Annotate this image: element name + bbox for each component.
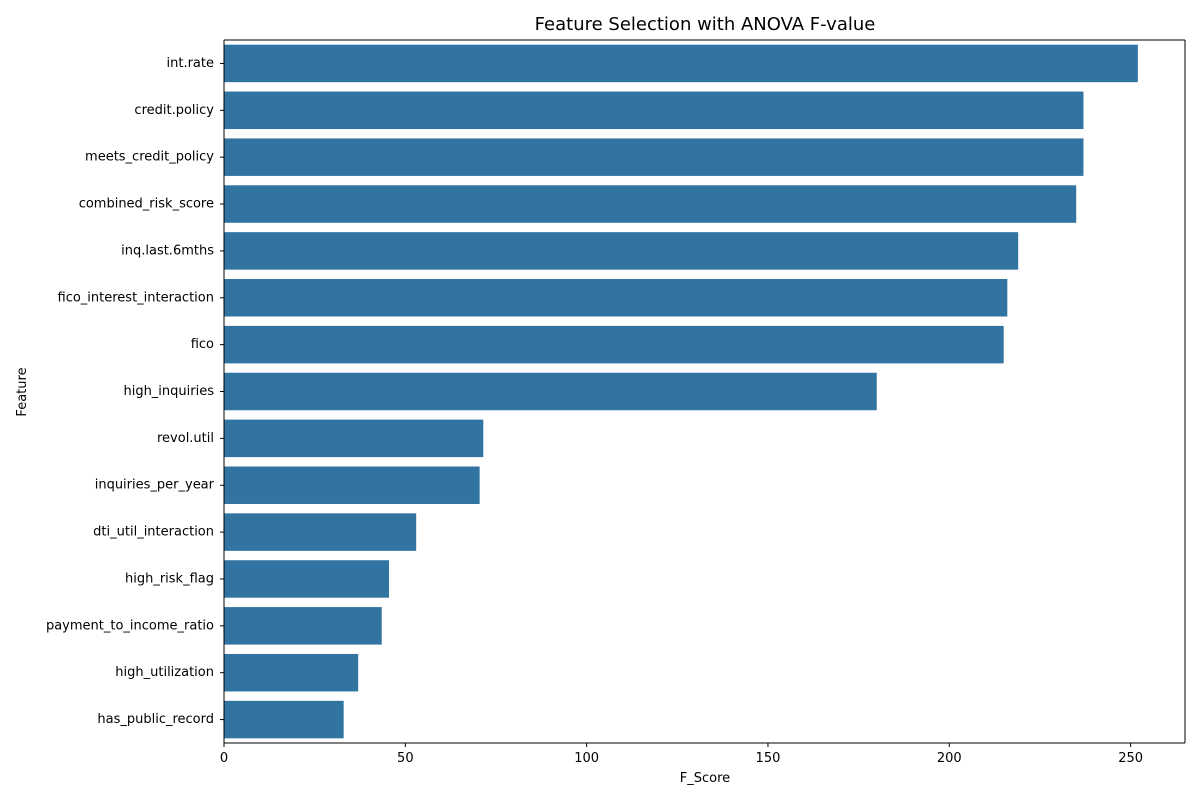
bar-combined-risk-score — [224, 185, 1077, 223]
y-tick-label: fico — [191, 337, 214, 352]
y-tick-label: meets_credit_policy — [85, 150, 214, 165]
x-tick-label: 50 — [397, 751, 414, 766]
y-tick-label: has_public_record — [97, 712, 214, 727]
x-axis-ticks: 0 50 100 150 200 250 — [220, 743, 1143, 766]
y-tick-label: combined_risk_score — [79, 197, 214, 212]
bars-group — [224, 44, 1138, 739]
bar-fico — [224, 325, 1004, 364]
y-tick-label: credit.policy — [134, 103, 214, 118]
y-axis-label: Feature — [15, 367, 30, 416]
bar-high-utilization — [224, 653, 359, 692]
x-tick-label: 150 — [756, 751, 781, 766]
bar-meets-credit-policy — [224, 138, 1084, 176]
bar-revol-util — [224, 419, 484, 458]
y-tick-label: high_risk_flag — [125, 571, 214, 586]
bar-dti-util-interaction — [224, 513, 417, 551]
y-tick-label: fico_interest_interaction — [58, 290, 214, 305]
y-tick-label: high_utilization — [115, 665, 214, 680]
y-tick-label: inq.last.6mths — [121, 243, 214, 258]
bar-payment-to-income-ratio — [224, 607, 382, 645]
y-axis-ticks: int.rate credit.policy meets_credit_policy… — [46, 56, 224, 727]
x-tick-label: 200 — [937, 751, 962, 766]
y-tick-label: payment_to_income_ratio — [46, 618, 214, 633]
x-axis-label: F_Score — [680, 771, 730, 786]
chart-title: Feature Selection with ANOVA F-value — [535, 14, 876, 35]
x-tick-label: 250 — [1118, 751, 1143, 766]
bar-high-inquiries — [224, 372, 877, 411]
y-tick-label: revol.util — [157, 431, 214, 446]
bar-int-rate — [224, 44, 1138, 83]
y-tick-label: dti_util_interaction — [93, 525, 214, 540]
x-tick-label: 0 — [220, 751, 228, 766]
bar-high-risk-flag — [224, 560, 390, 598]
x-tick-label: 100 — [574, 751, 599, 766]
bar-credit-policy — [224, 91, 1084, 130]
y-tick-label: high_inquiries — [123, 384, 214, 399]
y-tick-label: int.rate — [167, 56, 215, 71]
bar-inquiries-per-year — [224, 466, 480, 504]
y-tick-label: inquiries_per_year — [95, 478, 215, 493]
bar-inq-last-6mths — [224, 232, 1019, 270]
bar-fico-interest-interaction — [224, 279, 1008, 317]
bar-has-public-record — [224, 700, 344, 739]
